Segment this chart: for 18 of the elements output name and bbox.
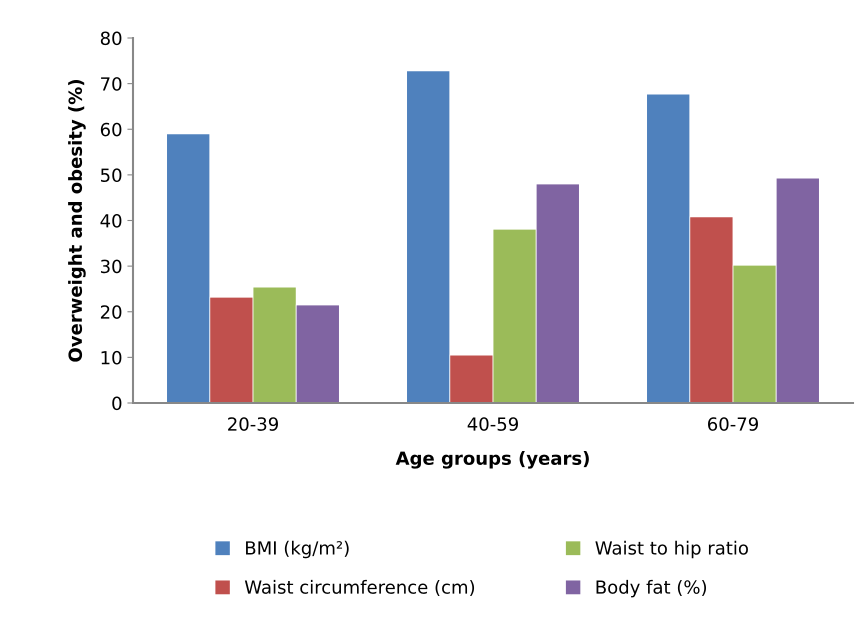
y-tick-label: 50	[101, 168, 122, 182]
y-tick-label: 80	[100, 31, 122, 46]
y-tick-label: 0	[112, 396, 122, 410]
y-tick-label: 20	[100, 305, 122, 319]
x-tick-label: 60-79	[708, 417, 758, 431]
legend-label: Waist to hip ratio	[595, 540, 748, 558]
legend-label: BMI (kg/m²)	[246, 540, 349, 558]
y-tick-label: 30	[100, 260, 122, 274]
y-tick-label: 70	[101, 77, 122, 91]
y-tick-label: 40	[100, 214, 122, 228]
x-tick-label: 40-59	[468, 417, 518, 431]
y-axis-title: Overweight and obesity (%)	[68, 80, 86, 362]
x-tick-label: 20-39	[228, 417, 278, 431]
legend-label: Waist circumference (cm)	[244, 580, 474, 596]
y-tick-label: 60	[100, 122, 122, 136]
legend-label: Body fat (%)	[596, 580, 706, 598]
y-tick-label: 10	[102, 350, 122, 364]
x-axis-title: Age groups (years)	[396, 451, 589, 469]
